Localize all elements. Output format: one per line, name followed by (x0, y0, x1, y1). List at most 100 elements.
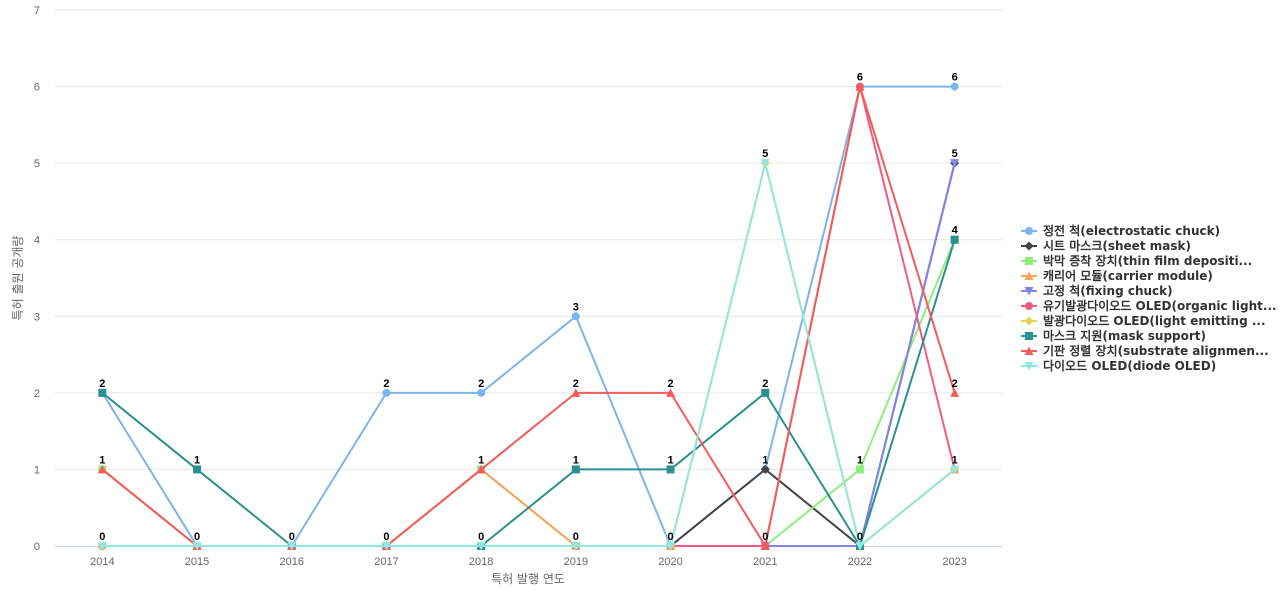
data-point[interactable] (98, 388, 107, 397)
y-tick-label: 3 (34, 311, 40, 323)
y-tick-label: 5 (34, 158, 40, 170)
legend-marker (1024, 241, 1034, 250)
x-tick-label: 2017 (374, 556, 398, 568)
data-point[interactable] (950, 465, 960, 474)
legend-marker (1025, 226, 1033, 235)
data-point[interactable] (193, 465, 202, 474)
data-label: 0 (289, 531, 295, 543)
legend-label: 다이오드 OLED(diode OLED) (1043, 359, 1217, 373)
legend-swatch (1021, 226, 1037, 235)
data-label: 4 (952, 225, 959, 237)
data-label: 2 (383, 378, 389, 390)
data-point[interactable] (571, 542, 581, 551)
data-point[interactable] (855, 465, 864, 474)
series-line[interactable] (101, 162, 956, 547)
data-point[interactable] (855, 542, 865, 551)
legend-label: 정전 척(electrostatic chuck) (1043, 224, 1221, 238)
x-tick-label: 2016 (280, 556, 304, 568)
data-label: 2 (478, 378, 484, 390)
data-label: 1 (573, 454, 579, 466)
legend-item[interactable]: 유기발광다이오드 OLED(organic light... (1021, 298, 1279, 313)
data-point[interactable] (571, 312, 580, 321)
data-point[interactable] (760, 541, 770, 551)
x-tick-label: 2019 (564, 556, 588, 568)
data-point[interactable] (97, 464, 107, 474)
y-tick-label: 7 (34, 5, 40, 17)
legend-marker (1025, 301, 1033, 310)
data-point[interactable] (855, 82, 865, 91)
data-label: 2 (952, 378, 958, 390)
data-label: 0 (573, 531, 579, 543)
legend-item[interactable]: 시트 마스크(sheet mask) (1021, 238, 1279, 253)
legend-marker (1024, 316, 1034, 325)
data-point[interactable] (950, 388, 960, 397)
data-point[interactable] (666, 465, 675, 474)
legend-item[interactable]: 다이오드 OLED(diode OLED) (1021, 358, 1279, 373)
legend-marker (1025, 256, 1033, 265)
legend-item[interactable]: 정전 척(electrostatic chuck) (1021, 223, 1279, 238)
data-point[interactable] (381, 542, 391, 551)
data-point[interactable] (950, 159, 960, 168)
legend-swatch (1021, 241, 1037, 250)
legend-item[interactable]: 고정 척(fixing chuck) (1021, 283, 1279, 298)
data-point[interactable] (476, 542, 486, 551)
legend-item[interactable]: 기판 정렬 장치(substrate alignmen... (1021, 343, 1279, 358)
data-label: 1 (194, 454, 200, 466)
data-point[interactable] (950, 235, 959, 244)
data-point[interactable] (760, 464, 770, 474)
y-tick-label: 6 (34, 82, 40, 94)
legend-swatch (1021, 256, 1037, 265)
data-label: 1 (99, 454, 105, 466)
data-point[interactable] (761, 388, 770, 397)
data-point[interactable] (571, 465, 580, 474)
data-label: 0 (194, 531, 200, 543)
data-point[interactable] (382, 388, 391, 397)
data-point[interactable] (760, 159, 770, 168)
y-tick-label: 1 (34, 464, 40, 476)
legend-swatch (1021, 316, 1037, 325)
legend-item[interactable]: 박막 증착 장치(thin film depositi... (1021, 253, 1279, 268)
x-tick-label: 2020 (658, 556, 682, 568)
series-line[interactable] (101, 238, 956, 547)
y-tick-label: 4 (34, 235, 40, 247)
legend-item[interactable]: 발광다이오드 OLED(light emitting ... (1021, 313, 1279, 328)
legend-marker (1024, 346, 1034, 355)
data-point[interactable] (666, 542, 676, 551)
data-point[interactable] (97, 542, 107, 551)
legend-marker (1024, 271, 1034, 280)
legend-item[interactable]: 캐리어 모듈(carrier module) (1021, 268, 1279, 283)
data-label: 2 (762, 378, 768, 390)
series-10 (97, 159, 960, 551)
data-point[interactable] (192, 542, 202, 551)
legend-swatch (1021, 286, 1037, 295)
y-tick-label: 2 (34, 388, 40, 400)
data-point[interactable] (476, 464, 486, 474)
data-label: 0 (478, 531, 484, 543)
x-tick-label: 2023 (942, 556, 966, 568)
data-label: 1 (857, 454, 863, 466)
data-label: 0 (99, 531, 105, 543)
legend-swatch (1021, 346, 1037, 355)
data-point[interactable] (571, 388, 581, 397)
legend-item[interactable]: 마스크 지원(mask support) (1021, 328, 1279, 343)
series-group (97, 82, 960, 551)
data-label: 1 (478, 454, 484, 466)
data-label: 6 (857, 72, 863, 84)
x-tick-label: 2018 (469, 556, 493, 568)
legend-label: 유기발광다이오드 OLED(organic light... (1043, 299, 1277, 313)
data-labels: 2 1 0 1 0 0 2 0 2 1 0 3 2 1 0 2 1 0 5 2 1 0 6 1 0 6 5 4 2 1 (99, 72, 958, 543)
data-label: 1 (667, 454, 673, 466)
data-label: 2 (667, 378, 673, 390)
legend-label: 시트 마스크(sheet mask) (1043, 239, 1191, 253)
legend-marker (1025, 331, 1033, 340)
legend: 정전 척(electrostatic chuck) 시트 마스크(sheet ma… (1021, 223, 1279, 373)
data-point[interactable] (950, 82, 959, 91)
data-point[interactable] (287, 542, 297, 551)
data-point[interactable] (477, 388, 486, 397)
data-point[interactable] (666, 388, 676, 397)
data-label: 1 (952, 454, 958, 466)
data-label: 2 (99, 378, 105, 390)
x-tick-label: 2014 (90, 556, 114, 568)
legend-marker (1024, 361, 1034, 370)
data-label: 0 (383, 531, 389, 543)
